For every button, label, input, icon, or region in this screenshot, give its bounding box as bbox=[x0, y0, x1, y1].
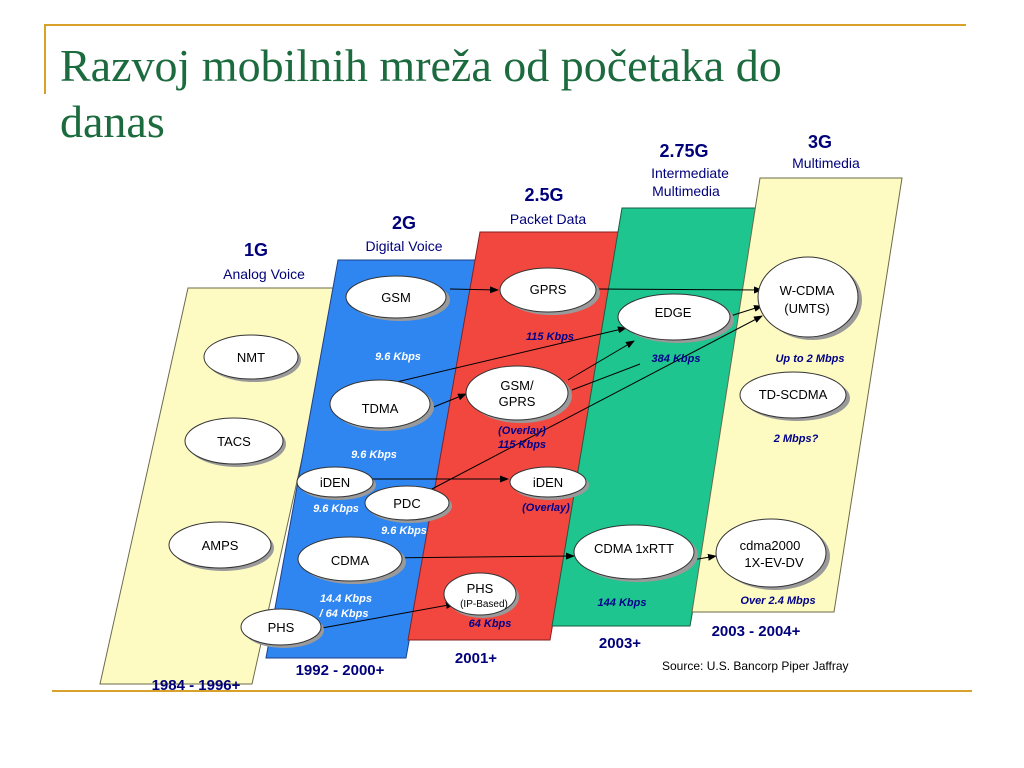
tech-gsm-gprs-label-line-2: GPRS bbox=[499, 394, 536, 409]
source-note: Source: U.S. Bancorp Piper Jaffray bbox=[662, 659, 849, 673]
tech-gprs-label: GPRS bbox=[530, 282, 567, 297]
tech-iden-2g-label: iDEN bbox=[320, 475, 350, 490]
tech-iden-2-5g-label: iDEN bbox=[533, 475, 563, 490]
speed-cdma-line-1: 14.4 Kbps bbox=[320, 593, 372, 605]
gen-2-75g-title: 2.75G bbox=[659, 141, 708, 161]
gen-2g-subtitle: Digital Voice bbox=[365, 238, 442, 254]
speed-wcdma: Up to 2 Mbps bbox=[775, 353, 844, 365]
tech-cdma2000-label-line-2: 1X-EV-DV bbox=[744, 555, 804, 570]
tech-td-scdma-label: TD-SCDMA bbox=[759, 387, 828, 402]
gen-2-75g-subtitle-line-2: Multimedia bbox=[652, 183, 720, 199]
speed-edge: 384 Kbps bbox=[652, 353, 701, 365]
slide-title: Razvoj mobilnih mreža od početaka do dan… bbox=[60, 38, 960, 150]
tech-phs-2g: PHS bbox=[240, 608, 324, 648]
tech-iden-2-5g: iDEN bbox=[509, 466, 589, 500]
speed-td-scdma: 2 Mbps? bbox=[773, 433, 819, 445]
tech-pdc: PDC bbox=[364, 485, 452, 523]
tech-wcdma-label-line-1: W-CDMA bbox=[780, 283, 835, 298]
gen-2g-title: 2G bbox=[392, 213, 416, 233]
tech-wcdma-label-line-2: (UMTS) bbox=[784, 301, 830, 316]
tech-phs-ip-label-line-1: PHS bbox=[467, 581, 494, 596]
tech-cdma: CDMA bbox=[297, 536, 406, 584]
gen-2-75g-subtitle-line-1: Intermediate bbox=[651, 165, 729, 181]
arrow-gsm-gprs-to-wcdma-line bbox=[571, 363, 641, 391]
years-2-75g: 2003+ bbox=[599, 635, 641, 652]
accent-line-bottom bbox=[52, 690, 972, 692]
gen-3g-subtitle: Multimedia bbox=[792, 155, 860, 171]
slide-title-line-1: Razvoj mobilnih mreža od početaka do bbox=[60, 40, 782, 91]
band-1g bbox=[99, 287, 341, 685]
speed-gsm-gprs-line-1: (Overlay) bbox=[498, 425, 546, 437]
arrow-cdma-to-1xrtt bbox=[379, 552, 575, 560]
speed-tdma: 9.6 Kbps bbox=[351, 449, 397, 461]
tech-gsm-gprs-label-line-1: GSM/ bbox=[500, 378, 534, 393]
speed-gsm-gprs-line-2: 115 Kbps bbox=[498, 439, 546, 451]
tech-nmt: NMT bbox=[203, 334, 301, 382]
gen-3g-title: 3G bbox=[808, 132, 832, 152]
gen-1g-subtitle: Analog Voice bbox=[223, 266, 305, 282]
years-2g: 1992 - 2000+ bbox=[296, 662, 385, 679]
arrow-gprs-to-wcdma bbox=[597, 286, 763, 294]
tech-edge-label: EDGE bbox=[655, 305, 692, 320]
tech-gsm-label: GSM bbox=[381, 290, 411, 305]
speed-cdma-line-2: / 64 Kbps bbox=[319, 608, 369, 620]
tech-amps: AMPS bbox=[168, 521, 274, 571]
arrow-gsm-to-gprs bbox=[449, 286, 499, 294]
tech-td-scdma: TD-SCDMA bbox=[739, 371, 850, 421]
slide-title-line-2: danas bbox=[60, 96, 165, 148]
tech-gprs: GPRS bbox=[499, 267, 600, 315]
tech-tdma-label: TDMA bbox=[362, 401, 399, 416]
tech-gsm: GSM bbox=[345, 275, 450, 321]
speed-pdc: 9.6 Kbps bbox=[381, 525, 427, 537]
speed-iden: 9.6 Kbps bbox=[313, 503, 359, 515]
accent-line-top bbox=[44, 24, 966, 26]
tech-phs-ip-label-line-2: (IP-Based) bbox=[460, 599, 508, 610]
years-3g: 2003 - 2004+ bbox=[712, 623, 801, 640]
tech-cdma-1xrtt: CDMA 1xRTT bbox=[573, 524, 698, 582]
tech-nmt-label: NMT bbox=[237, 350, 265, 365]
tech-cdma2000-label-line-1: cdma2000 bbox=[740, 538, 801, 553]
arrow-gsm-gprs-to-edge bbox=[567, 340, 635, 381]
speed-gsm: 9.6 Kbps bbox=[375, 351, 421, 363]
accent-line-vertical bbox=[44, 24, 46, 94]
speed-phs: 64 Kbps bbox=[469, 618, 512, 630]
speed-iden-overlay: (Overlay) bbox=[522, 502, 570, 514]
tech-wcdma: W-CDMA (UMTS) bbox=[757, 256, 862, 340]
tech-phs-ip: PHS (IP-Based) bbox=[443, 572, 519, 618]
tech-iden-2g: iDEN bbox=[296, 466, 376, 500]
tech-tacs: TACS bbox=[184, 417, 286, 467]
speed-cdma-1xrtt: 144 Kbps bbox=[598, 597, 647, 609]
arrow-tdma-to-edge bbox=[387, 326, 627, 385]
arrow-phs-to-phs-ip bbox=[321, 601, 455, 629]
tech-gsm-gprs: GSM/ GPRS bbox=[465, 365, 572, 423]
gen-2-5g-title: 2.5G bbox=[524, 185, 563, 205]
tech-amps-label: AMPS bbox=[202, 538, 239, 553]
tech-tacs-label: TACS bbox=[217, 434, 251, 449]
tech-edge: EDGE bbox=[617, 293, 734, 343]
tech-cdma-label: CDMA bbox=[331, 553, 370, 568]
years-2-5g: 2001+ bbox=[455, 650, 497, 667]
tech-cdma-1xrtt-label: CDMA 1xRTT bbox=[594, 541, 674, 556]
tech-cdma2000: cdma2000 1X-EV-DV bbox=[715, 518, 830, 590]
years-1g: 1984 - 1996+ bbox=[152, 677, 241, 694]
tech-phs-2g-label: PHS bbox=[268, 620, 295, 635]
tech-pdc-label: PDC bbox=[393, 496, 420, 511]
gen-2-5g-subtitle: Packet Data bbox=[510, 211, 586, 227]
arrow-pdc-to-wcdma bbox=[429, 315, 763, 491]
speed-cdma2000: Over 2.4 Mbps bbox=[740, 595, 815, 607]
gen-1g-title: 1G bbox=[244, 240, 268, 260]
tech-tdma: TDMA bbox=[329, 379, 434, 431]
speed-gprs: 115 Kbps bbox=[526, 331, 574, 343]
